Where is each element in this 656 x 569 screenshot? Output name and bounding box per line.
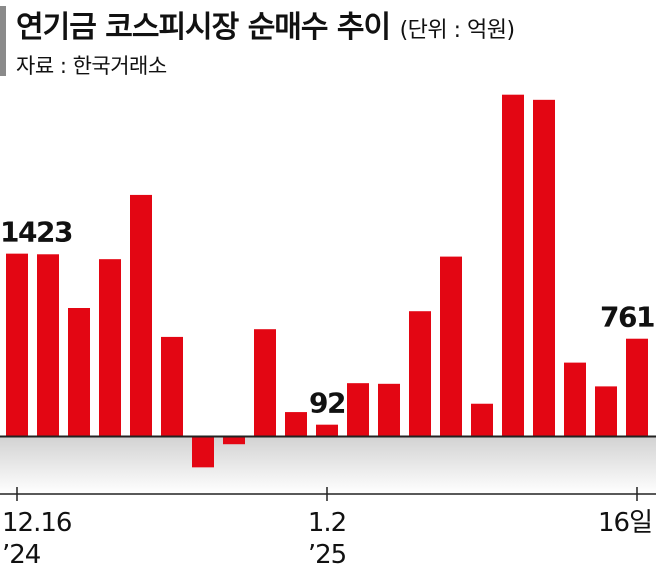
x-tick-label-1: 1.2 <box>308 508 346 538</box>
bar-9 <box>285 412 307 437</box>
bar-14 <box>440 256 462 437</box>
bar-7 <box>223 436 245 445</box>
bar-6 <box>192 436 214 468</box>
bar-17 <box>533 99 555 437</box>
bar-10 <box>316 424 338 437</box>
bar-15 <box>471 403 493 437</box>
data-labels: 1423 92 761 <box>0 216 656 420</box>
data-label-20: 761 <box>600 301 654 334</box>
bar-4 <box>130 194 152 437</box>
bar-19 <box>595 386 617 437</box>
bar-13 <box>409 311 431 437</box>
chart-title: 연기금 코스피시장 순매수 추이 (단위 : 억원) <box>16 2 515 46</box>
data-label-0: 1423 <box>0 216 72 249</box>
x-axis-ticks: 12.16’24 1.2’25 16일 <box>2 487 653 569</box>
x-tick-year-0: ’24 <box>2 540 41 569</box>
chart-title-text: 연기금 코스피시장 순매수 추이 <box>16 10 391 45</box>
bar-8 <box>254 329 276 437</box>
bar-11 <box>347 383 369 437</box>
bar-0 <box>6 253 28 437</box>
x-tick-label-2: 16일 <box>598 508 652 538</box>
bar-3 <box>99 259 121 437</box>
bar-5 <box>161 336 183 437</box>
x-tick-year-1: ’25 <box>308 540 346 569</box>
bar-1 <box>37 254 59 437</box>
bar-group <box>6 94 648 468</box>
bar-16 <box>502 94 524 437</box>
bar-2 <box>68 308 90 437</box>
unit-label: (단위 : 억원) <box>399 18 516 43</box>
source-label: 자료 : 한국거래소 <box>16 54 167 78</box>
negative-zone-band <box>0 436 656 494</box>
bar-18 <box>564 362 586 437</box>
bar-12 <box>378 383 400 437</box>
x-tick-label-0: 12.16 <box>2 508 71 538</box>
bar-20 <box>626 338 648 437</box>
title-accent-bar <box>0 6 6 76</box>
data-label-10: 92 <box>309 387 345 420</box>
